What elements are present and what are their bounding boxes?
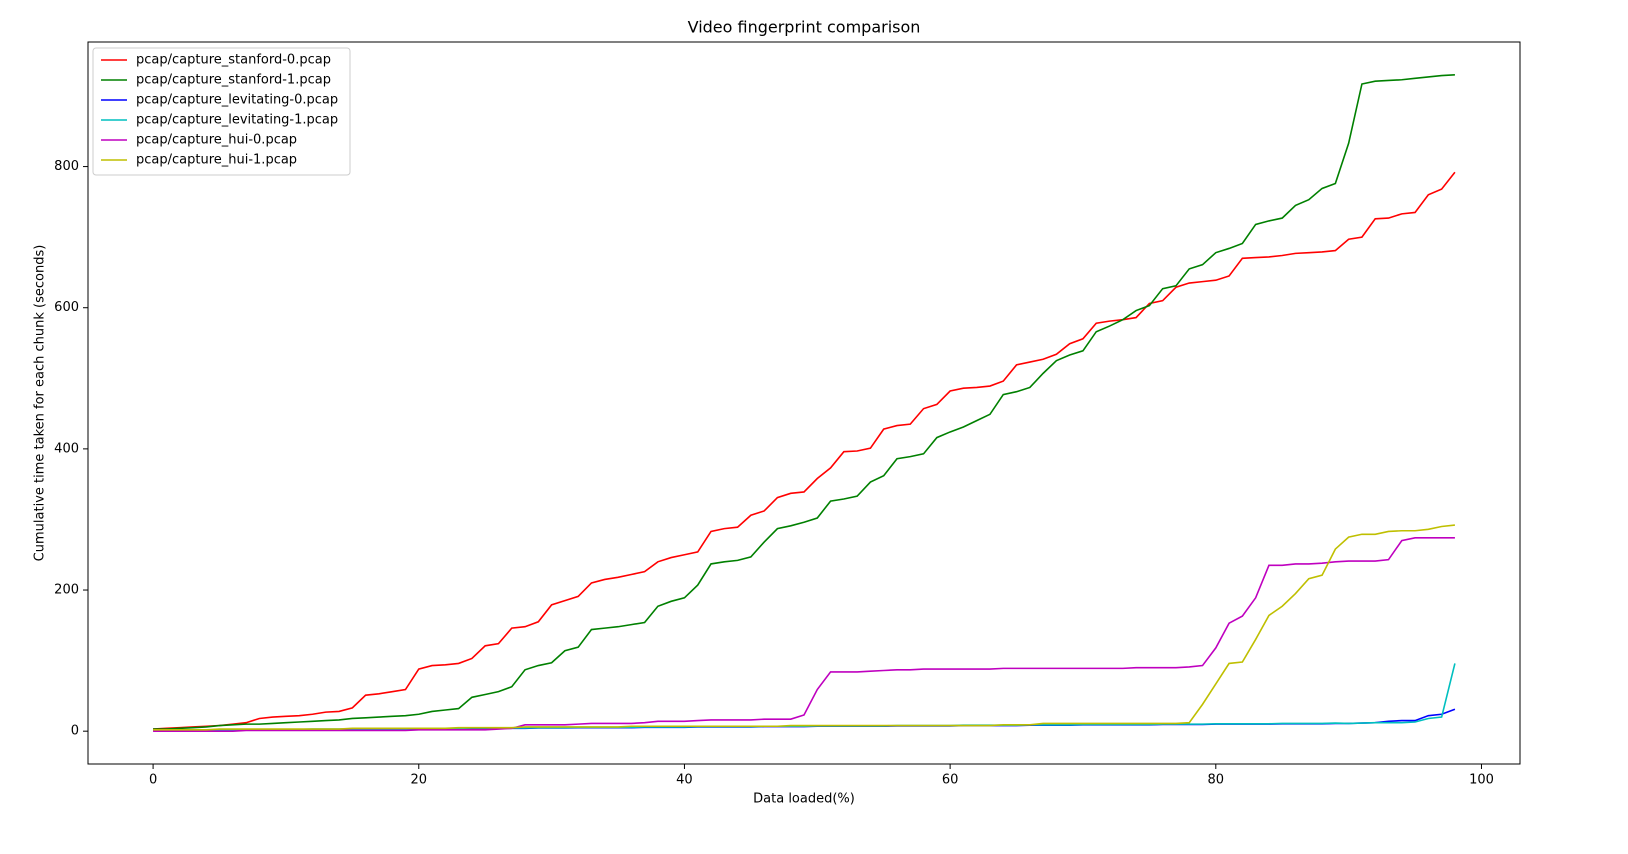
- y-axis-label: Cumulative time taken for each chunk (se…: [33, 245, 48, 562]
- series-line: [153, 524, 1455, 731]
- x-tick-label: 80: [1208, 773, 1225, 788]
- x-tick-label: 0: [149, 773, 157, 788]
- x-tick-label: 100: [1469, 773, 1494, 788]
- legend: pcap/capture_stanford-0.pcap pcap/capture…: [92, 47, 351, 176]
- series-line: [153, 171, 1456, 730]
- series-line: [153, 74, 1455, 730]
- legend-label: pcap/capture_stanford-0.pcap: [136, 53, 331, 68]
- x-tick-label: 20: [410, 773, 427, 788]
- y-tick-label: 800: [54, 159, 79, 174]
- legend-label: pcap/capture_levitating-1.pcap: [136, 113, 338, 128]
- x-axis-label: Data loaded(%): [753, 792, 855, 807]
- legend-box: [92, 47, 351, 176]
- series-line: [153, 537, 1455, 732]
- x-tick-label: 60: [942, 773, 959, 788]
- legend-label: pcap/capture_stanford-1.pcap: [136, 73, 331, 88]
- y-tick-label: 200: [54, 583, 79, 598]
- y-tick-label: 600: [54, 300, 79, 315]
- x-tick-label: 40: [676, 773, 693, 788]
- legend-label: pcap/capture_hui-0.pcap: [136, 133, 297, 148]
- plot-frame: [87, 41, 1521, 765]
- y-tick-label: 0: [71, 724, 79, 739]
- y-tick-label: 400: [54, 441, 79, 456]
- chart-title: Video fingerprint comparison: [688, 18, 921, 37]
- legend-label: pcap/capture_levitating-0.pcap: [136, 93, 338, 108]
- legend-label: pcap/capture_hui-1.pcap: [136, 153, 297, 168]
